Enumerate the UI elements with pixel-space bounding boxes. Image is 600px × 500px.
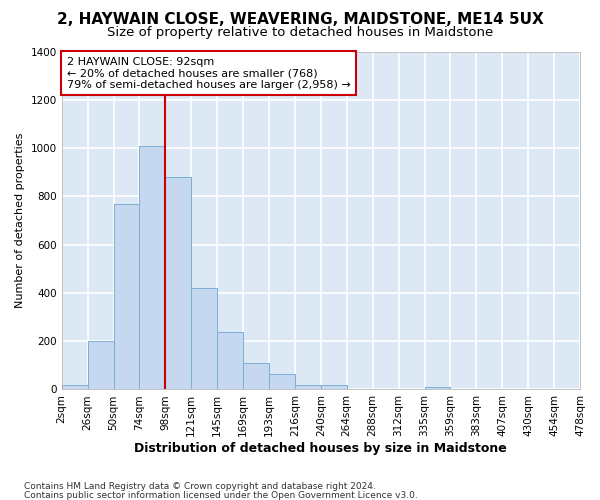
Bar xyxy=(88,341,113,390)
Bar xyxy=(62,384,88,390)
Bar xyxy=(217,332,243,390)
X-axis label: Distribution of detached houses by size in Maidstone: Distribution of detached houses by size … xyxy=(134,442,507,455)
Bar xyxy=(139,146,166,390)
Bar xyxy=(166,177,191,390)
Bar xyxy=(191,288,217,390)
Text: Contains public sector information licensed under the Open Government Licence v3: Contains public sector information licen… xyxy=(24,490,418,500)
Bar xyxy=(113,204,139,390)
Text: Size of property relative to detached houses in Maidstone: Size of property relative to detached ho… xyxy=(107,26,493,39)
Bar xyxy=(321,384,347,390)
Bar xyxy=(425,387,451,390)
Bar xyxy=(243,363,269,390)
Text: Contains HM Land Registry data © Crown copyright and database right 2024.: Contains HM Land Registry data © Crown c… xyxy=(24,482,376,491)
Text: 2 HAYWAIN CLOSE: 92sqm
← 20% of detached houses are smaller (768)
79% of semi-de: 2 HAYWAIN CLOSE: 92sqm ← 20% of detached… xyxy=(67,56,350,90)
Bar xyxy=(295,384,321,390)
Text: 2, HAYWAIN CLOSE, WEAVERING, MAIDSTONE, ME14 5UX: 2, HAYWAIN CLOSE, WEAVERING, MAIDSTONE, … xyxy=(56,12,544,28)
Y-axis label: Number of detached properties: Number of detached properties xyxy=(15,133,25,308)
Bar xyxy=(269,374,295,390)
